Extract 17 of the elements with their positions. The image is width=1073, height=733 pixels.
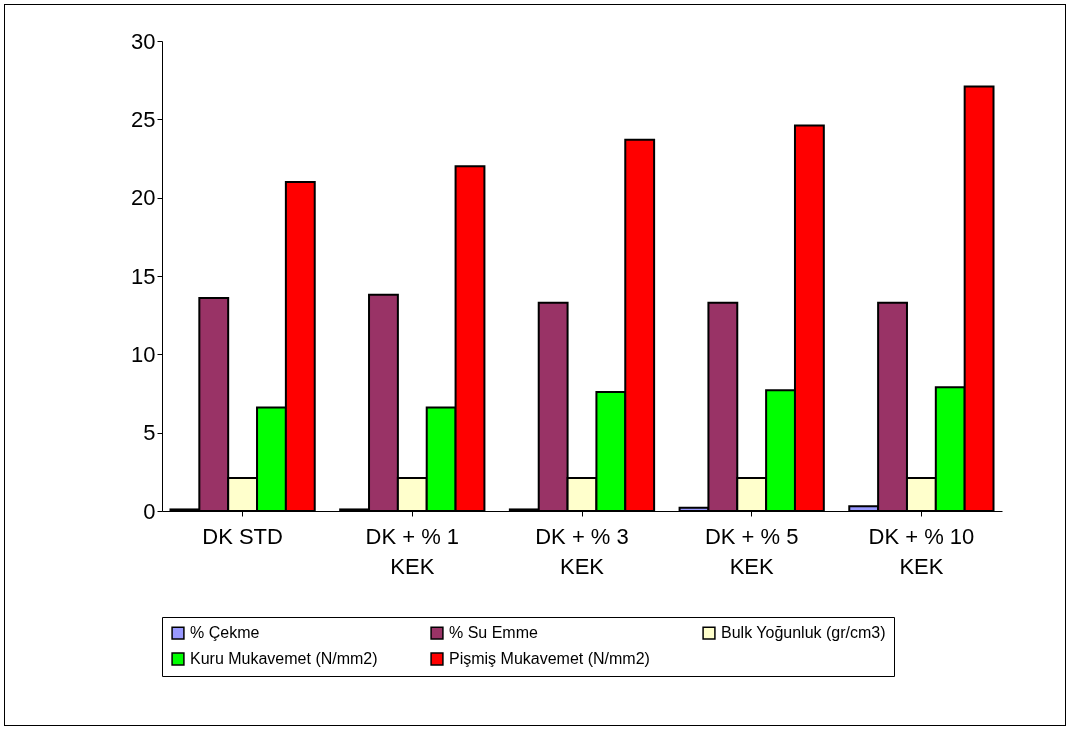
y-tick-label: 15 [131, 263, 156, 289]
x-tick-label: DK + % 5 KEK [704, 523, 799, 579]
legend-label: % Su Emme [449, 624, 539, 642]
legend-label: Pişmiş Mukavemet (N/mm2) [449, 650, 650, 667]
x-tick-label: DK + % 10 KEK [868, 523, 975, 579]
legend-label: Bulk Yoğunluk (gr/cm3) [721, 624, 886, 642]
x-tick-label: DK + % 3 KEK [535, 523, 629, 579]
legend-label: Kuru Mukavemet (N/mm2) [190, 650, 378, 667]
legend-label: % Çekme [190, 624, 260, 642]
x-tick-label: DK STD [202, 523, 283, 549]
x-tick-label: DK + % 1 KEK [365, 523, 460, 579]
y-tick-label: 5 [143, 420, 156, 446]
y-tick-label: 10 [131, 341, 156, 367]
y-tick-label: 20 [131, 185, 156, 211]
y-tick-label: 25 [131, 106, 156, 132]
y-tick-label: 0 [143, 498, 156, 524]
y-tick-label: 30 [131, 28, 156, 54]
